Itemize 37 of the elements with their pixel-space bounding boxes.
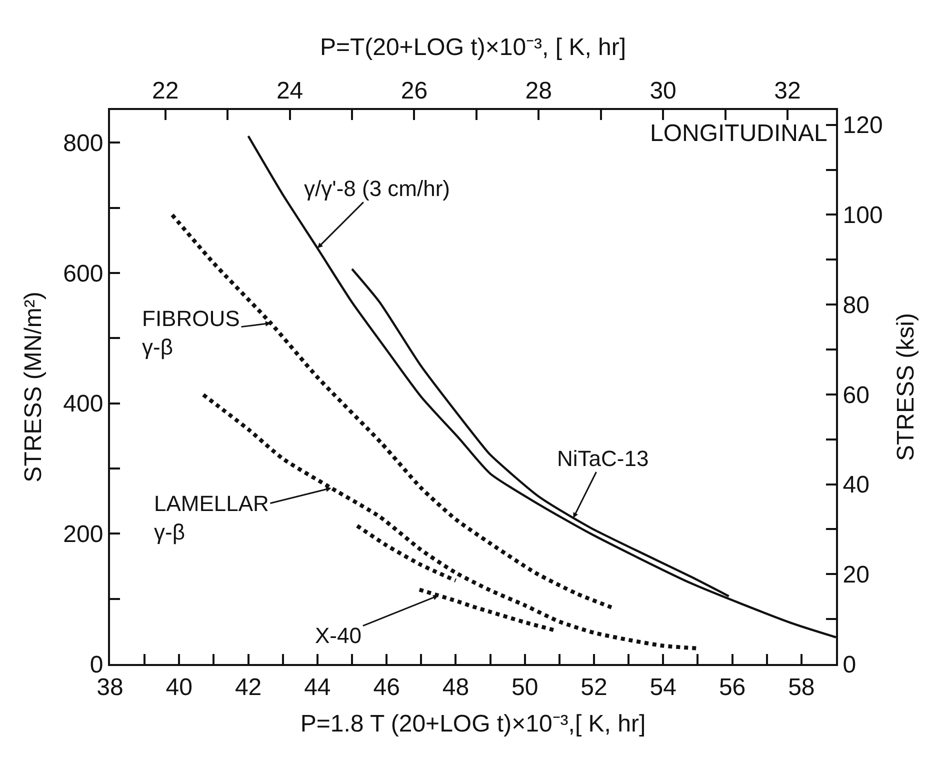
x-tick-label: 44 [304,674,331,701]
x-tick-label: 58 [788,674,815,701]
x-tick-label: 52 [580,674,608,701]
y2-tick-label: 0 [842,651,856,678]
x-tick-label: 56 [718,674,746,701]
y2-axis-title: STRESS (ksi) [892,312,920,462]
annotation: FIBROUS γ-β [142,306,240,360]
annotation: X-40 [315,623,362,648]
x-tick-label: 48 [442,674,470,701]
y2-tick-label: 40 [842,472,870,499]
annotation: NiTaC-13 [557,446,649,471]
y2-tick-label: 80 [842,292,870,319]
y2-tick-label: 100 [842,202,883,230]
x2-tick-label: 32 [774,77,801,104]
x2-tick-label: 28 [525,77,552,104]
x2-axis-title: P=T(20+LOG t)×10⁻³, [ K, hr] [320,34,626,61]
y-tick-label: 800 [63,130,104,157]
annotation: LAMELLAR γ-β [154,491,269,545]
annotation: γ/γ'-8 (3 cm/hr) [304,176,450,201]
annotation: LONGITUDINAL [650,120,828,147]
x2-tick-label: 24 [276,77,304,104]
x-tick-label: 42 [234,674,262,701]
y2-tick-label: 20 [842,562,870,589]
x-tick-label: 46 [373,674,400,701]
x-tick-label: 54 [650,674,676,701]
y-axis-title: STRESS (MN/m²) [20,292,47,482]
x2-tick-label: 22 [152,77,179,104]
y2-tick-label: 60 [842,382,870,409]
x-tick-label: 40 [166,674,192,701]
x-axis-title: P=1.8 T (20+LOG t)×10⁻³,[ K, hr] [300,710,646,738]
x2-tick-label: 26 [400,77,428,104]
y2-tick-label: 120 [842,112,883,140]
y-tick-label: 400 [63,390,104,418]
x2-tick-label: 30 [650,77,676,104]
y-tick-label: 600 [63,260,104,288]
x-tick-label: 50 [512,674,538,701]
y-tick-label: 200 [63,521,104,548]
